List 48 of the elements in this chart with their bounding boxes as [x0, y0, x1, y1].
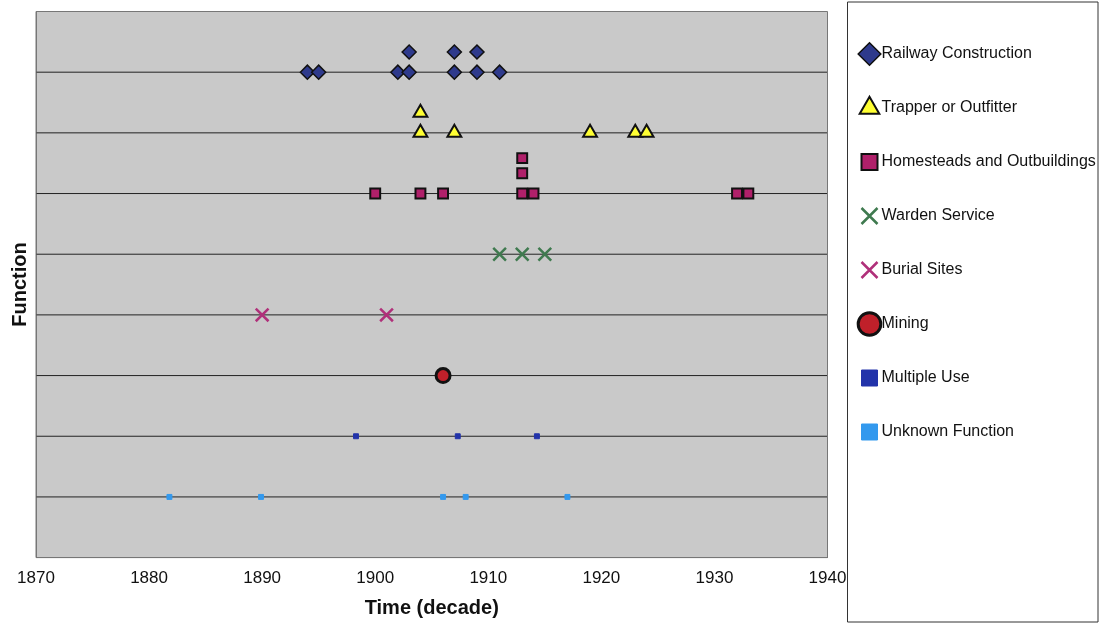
x-tick-label: 1940: [808, 568, 847, 588]
point: [514, 246, 530, 262]
point: [533, 433, 540, 440]
legend-label: Burial Sites: [881, 260, 963, 278]
legend-label: Mining: [881, 314, 929, 332]
point: [310, 64, 327, 80]
x-tick-label: 1910: [469, 568, 508, 588]
point: [353, 433, 359, 440]
point: [516, 187, 529, 200]
legend-label: Warden Service: [881, 206, 995, 224]
point: [166, 493, 173, 500]
point: [369, 187, 382, 200]
point: [469, 44, 485, 60]
point: [401, 64, 417, 80]
legend-label: Multiple Use: [881, 368, 970, 386]
point: [462, 493, 469, 500]
point: [454, 433, 461, 440]
legend-label: Homesteads and Outbuildings: [881, 152, 1096, 170]
x-tick-label: 1880: [130, 568, 168, 588]
point: [491, 64, 508, 80]
x-tick-label: 1920: [582, 568, 621, 588]
point: [378, 307, 395, 323]
point: [258, 493, 264, 500]
point: [446, 64, 463, 80]
point: [434, 367, 452, 385]
legend-label: Unknown Function: [881, 422, 1015, 440]
point: [564, 493, 571, 500]
point: [401, 44, 417, 60]
x-tick-label: 1900: [356, 568, 395, 588]
x-tick-label: 1930: [695, 568, 734, 588]
point: [516, 152, 529, 165]
x-tick-label: 1870: [17, 568, 55, 588]
point: [491, 246, 508, 262]
point: [446, 44, 463, 60]
point: [742, 187, 755, 200]
y-axis-title: Function: [7, 242, 30, 327]
x-axis-title: Time (decade): [364, 595, 499, 618]
point: [437, 187, 450, 200]
point: [469, 64, 485, 80]
point: [516, 167, 529, 180]
point: [537, 246, 553, 262]
point: [414, 187, 427, 200]
point: [440, 493, 447, 500]
x-tick-label: 1890: [243, 568, 282, 588]
point: [390, 64, 406, 80]
point: [254, 307, 270, 323]
legend-label: Trapper or Outfitter: [881, 98, 1018, 116]
legend-label: Railway Construction: [881, 44, 1032, 62]
